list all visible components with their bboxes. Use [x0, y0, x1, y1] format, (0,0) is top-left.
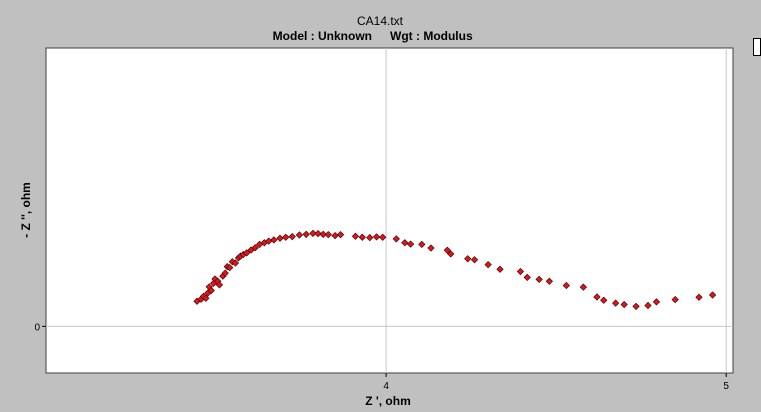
- chart-title: CA14.txt: [357, 14, 404, 28]
- data-point: [392, 235, 400, 243]
- data-point: [496, 265, 504, 273]
- data-point: [324, 231, 332, 239]
- data-point: [695, 293, 703, 301]
- data-point: [207, 286, 215, 295]
- data-point: [336, 231, 345, 239]
- data-point: [401, 239, 409, 247]
- data-point: [562, 281, 570, 290]
- data-point: [484, 261, 492, 269]
- data-point: [418, 240, 426, 249]
- data-point: [319, 230, 327, 238]
- data-point: [276, 234, 284, 242]
- data-point: [379, 233, 387, 241]
- data-point: [708, 291, 717, 299]
- data-point: [231, 259, 240, 267]
- data-point: [358, 233, 366, 241]
- data-point: [464, 255, 472, 263]
- data-point: [372, 233, 381, 241]
- data-point: [620, 300, 628, 309]
- y-axis-label: - Z '', ohm: [19, 182, 33, 238]
- data-point: [545, 277, 553, 285]
- data-point: [447, 250, 455, 258]
- data-point: [612, 299, 620, 307]
- chart-subtitle-model: Model : Unknown: [273, 29, 372, 43]
- data-point: [282, 233, 290, 241]
- data-point: [215, 281, 224, 289]
- data-point: [314, 230, 322, 238]
- y-tick-label: 0: [34, 322, 40, 333]
- x-axis-label: Z ', ohm: [365, 394, 411, 408]
- plot-area: [45, 47, 734, 374]
- data-point: [221, 269, 229, 277]
- data-point: [593, 293, 601, 301]
- data-point: [243, 249, 251, 257]
- data-point: [632, 302, 640, 311]
- chart-subtitle-weight: Wgt : Modulus: [390, 29, 473, 43]
- data-point: [202, 294, 210, 302]
- data-point: [535, 275, 543, 283]
- data-point: [427, 244, 435, 252]
- data-point: [309, 229, 317, 237]
- data-point: [302, 230, 310, 238]
- data-point: [523, 273, 531, 282]
- legend-box: [753, 38, 761, 56]
- data-point: [270, 236, 278, 244]
- data-point: [251, 244, 259, 252]
- data-point: [351, 232, 360, 240]
- data-point: [652, 298, 661, 306]
- data-point: [366, 233, 374, 242]
- data-point: [644, 301, 652, 310]
- data-point: [443, 246, 451, 254]
- data-point: [579, 283, 587, 291]
- data-points: [193, 229, 717, 311]
- axis-ticks: 4 5 0: [34, 322, 729, 392]
- data-point: [288, 232, 296, 241]
- grid-lines: [46, 48, 733, 373]
- data-point: [600, 296, 608, 304]
- x-tick-label: 4: [383, 381, 389, 392]
- data-point: [226, 263, 234, 272]
- data-point: [470, 256, 479, 264]
- data-point: [406, 240, 415, 248]
- data-point: [295, 231, 303, 239]
- data-point: [671, 295, 679, 304]
- x-tick-label: 5: [723, 381, 729, 392]
- data-point: [516, 267, 525, 276]
